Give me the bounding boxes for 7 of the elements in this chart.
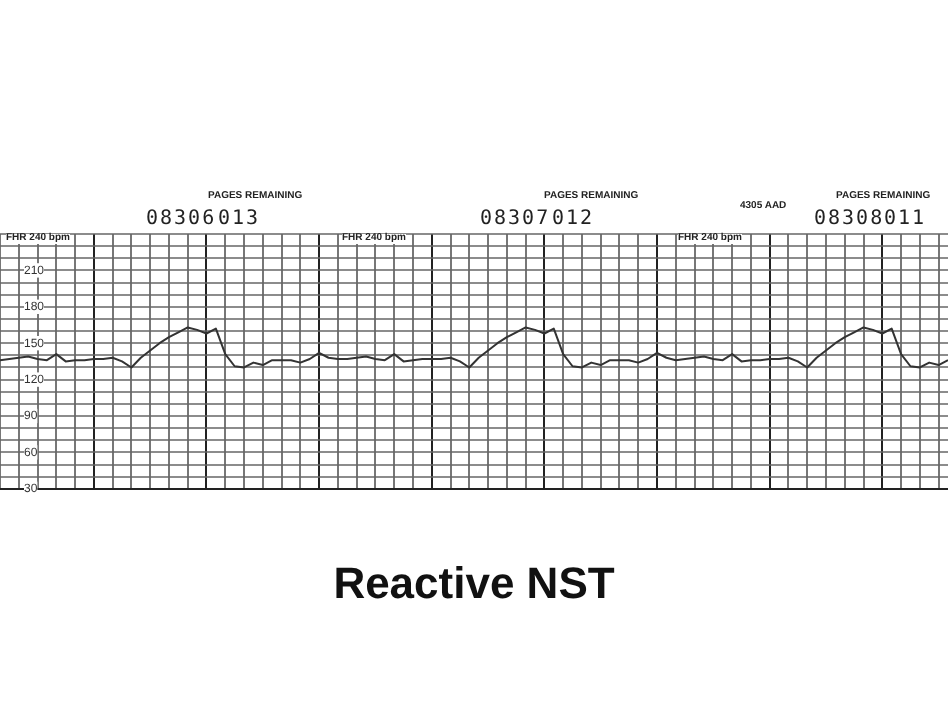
text: Reactive NST <box>331 558 617 610</box>
text: 012 <box>552 208 595 230</box>
text: 013 <box>218 208 261 230</box>
text: 08306 <box>146 208 217 230</box>
text: 08308 <box>814 208 885 230</box>
text: 011 <box>884 208 927 230</box>
text: 08307 <box>480 208 551 230</box>
